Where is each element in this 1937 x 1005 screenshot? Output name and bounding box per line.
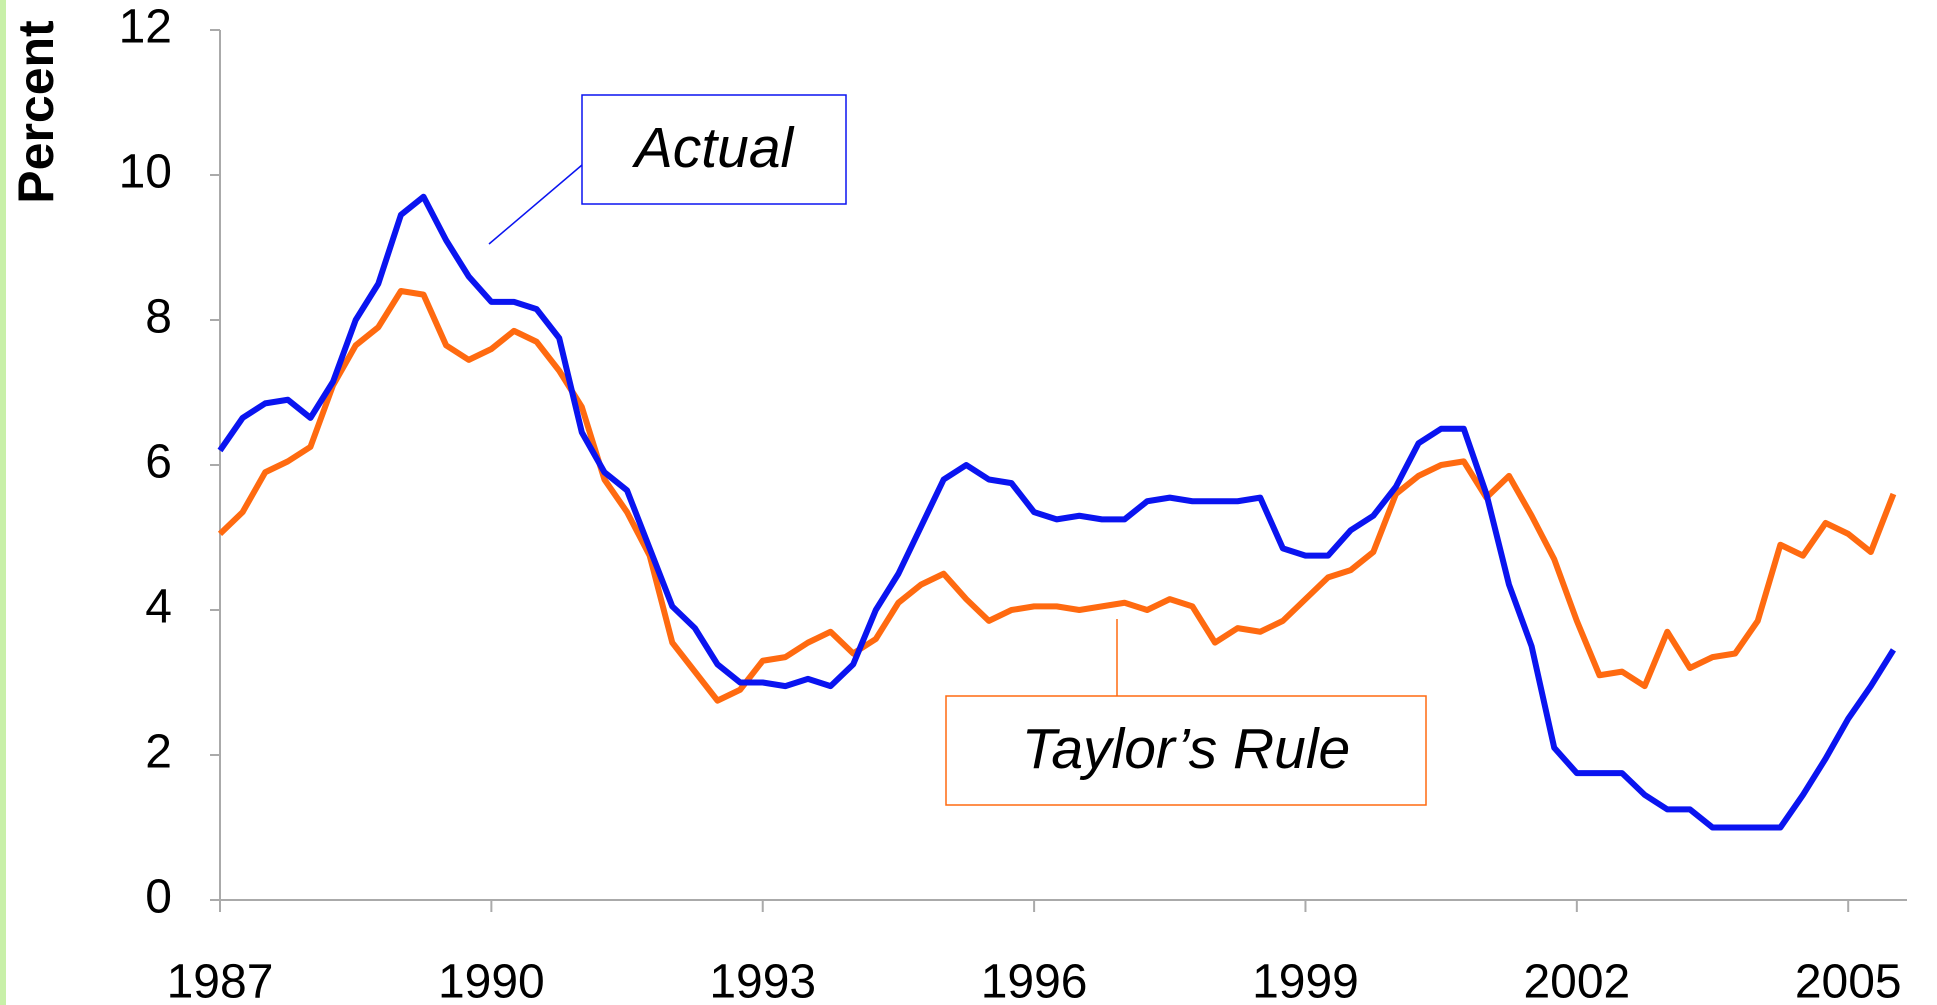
series-line [217, 193, 1896, 831]
y-tick-label: 6 [145, 436, 172, 489]
x-tick-label: 1987 [167, 956, 274, 1005]
x-tick-label: 1999 [1252, 956, 1359, 1005]
annotation-box [581, 94, 847, 205]
annotation-box [945, 695, 1427, 806]
series-line [217, 288, 1897, 704]
annotation-connector [488, 164, 583, 245]
annotation-label: Taylor’s Rule [1022, 717, 1350, 781]
annotation-label: Actual [632, 116, 795, 180]
x-tick-label: 1990 [438, 956, 545, 1005]
y-tick-label: 4 [145, 581, 172, 634]
y-tick-label: 10 [119, 146, 172, 199]
x-tick-label: 2005 [1795, 956, 1902, 1005]
y-tick-label: 0 [145, 871, 172, 924]
y-axis-label: Percent [8, 20, 64, 204]
x-tick-label: 2002 [1523, 956, 1630, 1005]
x-tick-label: 1993 [709, 956, 816, 1005]
y-tick-label: 8 [145, 291, 172, 344]
y-tick-label: 2 [145, 726, 172, 779]
y-tick-label: 12 [119, 1, 172, 54]
x-tick-label: 1996 [981, 956, 1088, 1005]
side-strip [0, 0, 6, 1005]
